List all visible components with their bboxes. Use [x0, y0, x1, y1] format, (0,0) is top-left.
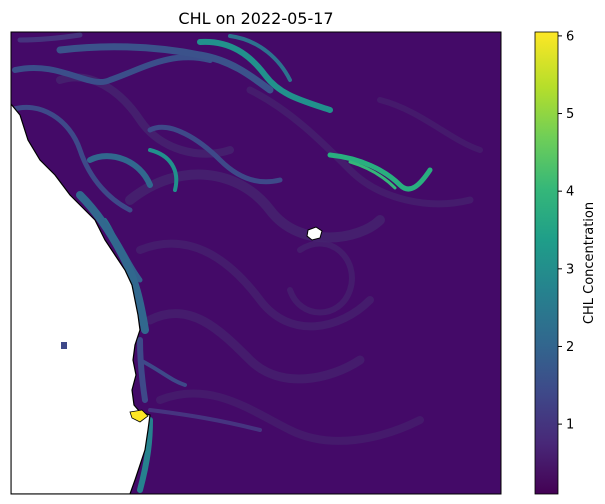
- land-mass: [11, 103, 151, 494]
- colorbar-label: CHL Concentration: [582, 202, 597, 324]
- colorbar-tick-label: 3: [566, 262, 574, 277]
- colorbar-tick-label: 6: [566, 29, 574, 44]
- colorbar: 1 2 3 4 5 6 CHL Concentration: [534, 29, 597, 495]
- high-filaments: [103, 34, 433, 262]
- colorbar-tick-label: 5: [566, 107, 574, 122]
- colorbar-tick-label: 1: [566, 418, 574, 433]
- coastal-peak: [129, 409, 149, 423]
- colorbar-ticks: 1 2 3 4 5 6: [558, 29, 574, 433]
- colorbar-tick-label: 2: [566, 340, 574, 355]
- land-pixel: [61, 342, 67, 349]
- heatmap-area: [11, 32, 501, 494]
- colorbar-gradient: [534, 31, 559, 495]
- island: [306, 226, 323, 241]
- chart-title: CHL on 2022-05-17: [178, 9, 333, 28]
- coastal-strip: [76, 191, 153, 493]
- colorbar-tick-label: 4: [566, 185, 574, 200]
- map-frame: [10, 31, 502, 495]
